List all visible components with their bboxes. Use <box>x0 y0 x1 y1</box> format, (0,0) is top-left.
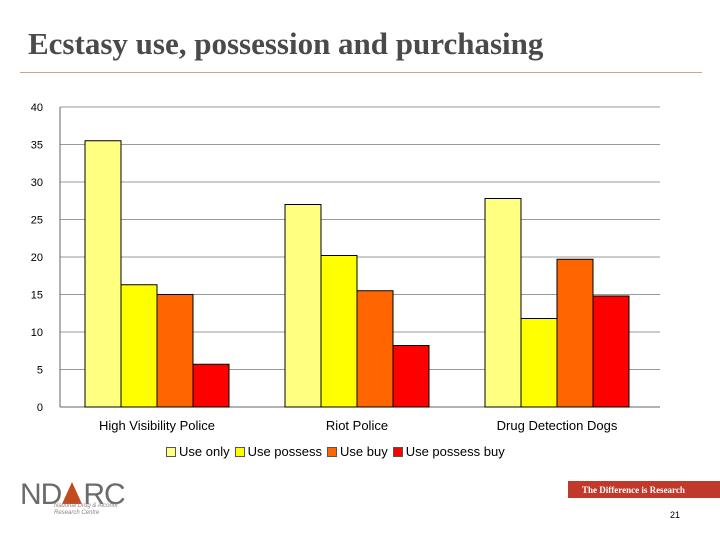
bar <box>484 198 522 408</box>
y-tick-label: 40 <box>31 102 43 114</box>
logo-text-rc: RC <box>83 478 125 511</box>
legend-entry: Use buy <box>327 444 388 459</box>
legend-entry: Use possess buy <box>392 444 505 459</box>
legend-swatch <box>166 446 176 457</box>
chart-legend: Use only Use possess Use buy Use possess bu… <box>166 444 510 459</box>
tagline-banner: The Difference is Research <box>568 481 720 498</box>
y-tick-label: 0 <box>37 402 43 414</box>
legend-label: Use buy <box>340 444 388 459</box>
x-category-label: Riot Police <box>326 418 388 433</box>
bar <box>392 345 430 408</box>
y-tick-label: 35 <box>31 140 43 152</box>
legend-entry: Use only <box>166 444 230 459</box>
bar <box>520 318 558 408</box>
y-tick-label: 20 <box>31 252 43 264</box>
slide-title: Ecstasy use, possession and purchasing <box>28 26 544 61</box>
y-tick-label: 30 <box>31 177 43 189</box>
legend-swatch <box>392 446 403 457</box>
legend-swatch <box>327 446 337 457</box>
bar <box>84 140 122 408</box>
x-category-label: Drug Detection Dogs <box>497 418 618 433</box>
x-category-label: High Visibility Police <box>99 418 215 433</box>
y-tick-label: 25 <box>31 215 43 227</box>
logo-subtitle: National Drug & Alcohol Research Centre <box>54 503 118 516</box>
bar <box>320 255 358 408</box>
y-tick-label: 15 <box>31 290 43 302</box>
bar <box>156 294 194 408</box>
y-tick-label: 10 <box>31 327 43 339</box>
logo-text-nd: ND <box>20 478 62 511</box>
bar-chart: 0 5 10 15 20 25 30 35 40 High Visibility Police Ri… <box>31 102 660 433</box>
ndarc-logo: ND RC <box>20 478 126 512</box>
legend-swatch <box>234 446 245 457</box>
legend-label: Use possess buy <box>405 444 505 459</box>
legend-entry: Use possess <box>234 444 322 459</box>
legend-label: Use possess <box>247 444 322 459</box>
legend-label: Use only <box>179 444 230 459</box>
bar <box>284 204 322 408</box>
page-number: 21 <box>670 510 681 520</box>
bar <box>356 290 394 408</box>
bar <box>556 258 594 408</box>
y-tick-label: 5 <box>37 365 43 377</box>
bar <box>192 363 230 408</box>
bar <box>592 295 630 408</box>
title-divider <box>20 72 702 73</box>
logo-triangle-icon <box>62 482 83 504</box>
bar <box>120 284 158 408</box>
